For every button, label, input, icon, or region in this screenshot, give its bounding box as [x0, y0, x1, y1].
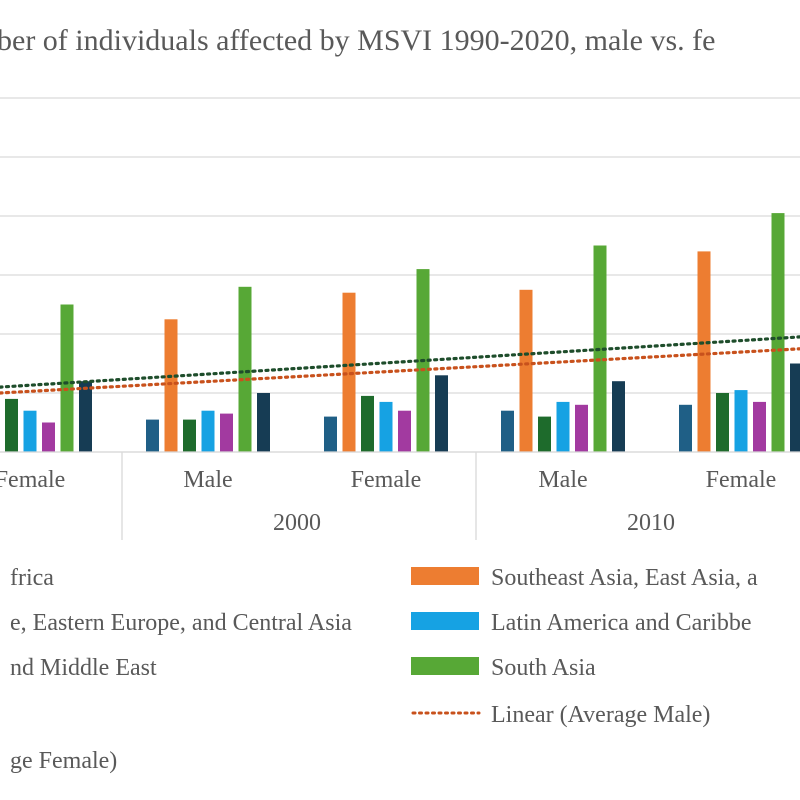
- bar-sub-saharan-africa: [146, 419, 159, 452]
- trendline-linear-average-female: [0, 335, 800, 389]
- bar-high-income: [790, 363, 800, 452]
- bar-latin-america-and-caribbean: [734, 390, 748, 452]
- legend-label: e, Eastern Europe, and Central Asia: [10, 610, 352, 636]
- category-axis: Female Male Female Male Female 2000 2010: [0, 451, 800, 540]
- bar-north-africa-and-middle-east: [398, 410, 411, 452]
- bar-north-africa-and-middle-east: [753, 401, 766, 452]
- bars: [5, 213, 800, 453]
- trendline-linear-average-male: [0, 347, 800, 395]
- legend-swatch: [411, 657, 479, 675]
- legend-swatch: [411, 567, 479, 585]
- legend-label: frica: [10, 565, 54, 591]
- bar-north-africa-and-middle-east: [220, 413, 233, 452]
- bar-latin-america-and-caribbean: [201, 410, 215, 452]
- legend-label: South Asia: [491, 655, 596, 681]
- bar-high-income: [612, 381, 625, 452]
- legend-swatch: [411, 612, 479, 630]
- legend: frica Southeast Asia, East Asia, a e, East…: [10, 565, 758, 774]
- tick-label: Male: [538, 467, 587, 493]
- bar-latin-america-and-caribbean: [556, 401, 570, 452]
- bar-central-europe-eastern-europe-and-central-asia: [5, 398, 18, 452]
- year-label: 2000: [273, 510, 321, 536]
- bar-north-africa-and-middle-east: [575, 404, 588, 452]
- legend-label: Southeast Asia, East Asia, a: [491, 565, 758, 591]
- tick-label: Female: [0, 467, 65, 493]
- bar-south-asia: [60, 304, 74, 452]
- year-label: 2010: [627, 510, 675, 536]
- legend-label: Latin America and Caribbe: [491, 610, 752, 636]
- bar-latin-america-and-caribbean: [23, 410, 37, 452]
- bar-south-asia: [238, 286, 252, 452]
- bar-central-europe-eastern-europe-and-central-asia: [183, 419, 196, 452]
- tick-label: Female: [351, 467, 422, 493]
- bar-south-asia: [771, 213, 785, 452]
- legend-label: nd Middle East: [10, 655, 157, 681]
- bar-sub-saharan-africa: [679, 404, 692, 452]
- bar-sub-saharan-africa: [324, 416, 337, 452]
- chart-title: ber of individuals affected by MSVI 1990…: [0, 24, 715, 57]
- bar-central-europe-eastern-europe-and-central-asia: [538, 416, 551, 452]
- bar-high-income: [435, 375, 448, 452]
- bar-sub-saharan-africa: [501, 410, 514, 452]
- bar-north-africa-and-middle-east: [42, 422, 55, 452]
- bar-southeast-asia-east-asia-and-oceania: [342, 292, 356, 452]
- bar-high-income: [79, 381, 92, 452]
- tick-label: Female: [706, 467, 777, 493]
- bar-high-income: [257, 393, 270, 452]
- legend-label: ge Female): [10, 748, 117, 774]
- bar-southeast-asia-east-asia-and-oceania: [697, 251, 711, 452]
- bar-southeast-asia-east-asia-and-oceania: [519, 289, 533, 453]
- bar-central-europe-eastern-europe-and-central-asia: [716, 393, 729, 452]
- bar-southeast-asia-east-asia-and-oceania: [164, 319, 178, 453]
- tick-label: Male: [183, 467, 232, 493]
- bar-central-europe-eastern-europe-and-central-asia: [361, 395, 374, 452]
- legend-label: Linear (Average Male): [491, 702, 710, 728]
- trendlines: [0, 335, 800, 395]
- gridlines: [0, 97, 800, 453]
- bar-latin-america-and-caribbean: [379, 401, 393, 452]
